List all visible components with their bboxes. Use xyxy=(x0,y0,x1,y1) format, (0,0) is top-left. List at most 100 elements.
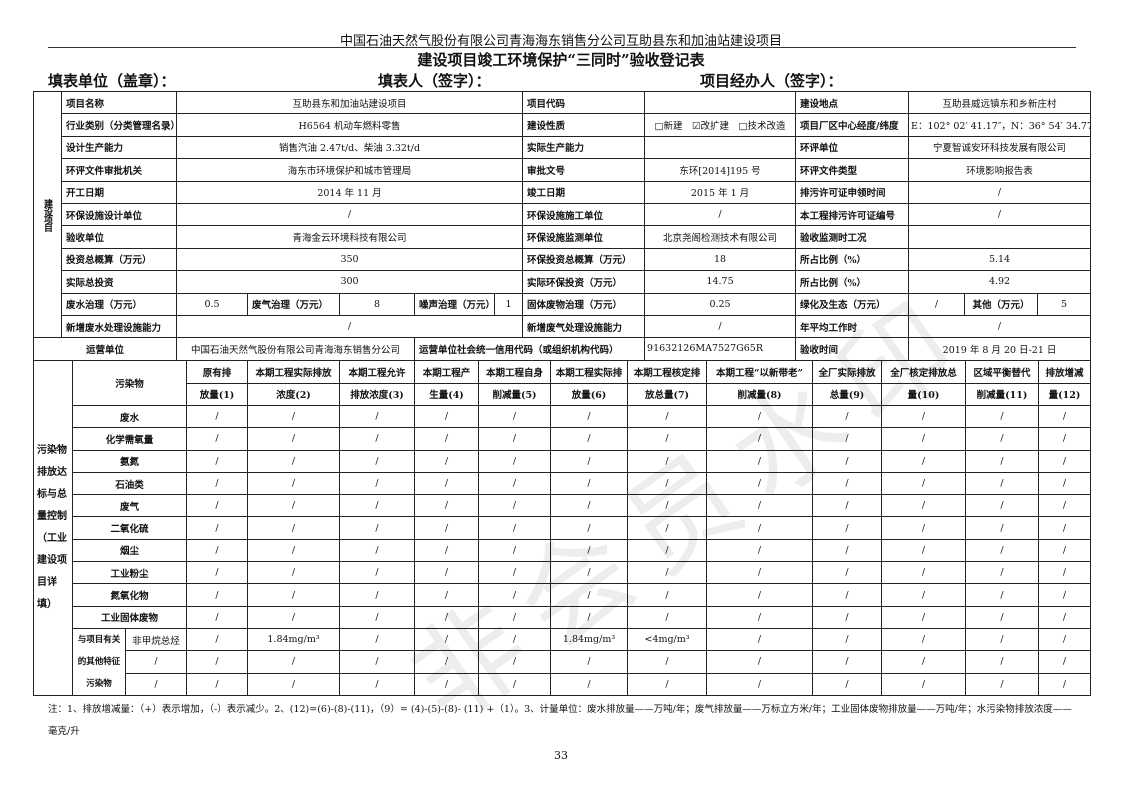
table-cell: / xyxy=(881,561,967,585)
table-cell: / xyxy=(812,605,883,629)
table-cell: / xyxy=(414,561,480,585)
field-value: / xyxy=(908,202,1092,227)
field-value: 300 xyxy=(175,270,524,294)
table-row: 环保设施设计单位 / 环保设施施工单位 / 本工程排污许可证编号 / xyxy=(34,202,1092,227)
column-header: 削减量(11) xyxy=(965,382,1040,406)
page-number: 33 xyxy=(554,749,568,762)
field-label: 环评文件审批机关 xyxy=(61,158,177,182)
table-cell: / xyxy=(339,650,416,674)
table-cell: / xyxy=(550,561,629,585)
field-value: 18 xyxy=(644,247,797,272)
table-cell: / xyxy=(706,449,814,473)
table-cell: / xyxy=(247,494,341,518)
column-header: 总量(9) xyxy=(812,382,883,406)
table-row: 二氧化硫 / / / / / / / / / / / / xyxy=(34,516,1092,540)
form-title: 建设项目竣工环境保护“三同时”验收登记表 xyxy=(417,51,705,69)
table-cell: / xyxy=(247,516,341,540)
table-cell: / xyxy=(965,672,1040,696)
field-value: □新建 ☑改扩建 □技术改造 xyxy=(644,113,797,137)
table-cell: / xyxy=(550,449,629,473)
field-label: 验收时间 xyxy=(795,337,910,361)
field-label: 建设性质 xyxy=(522,113,646,137)
column-header: 全厂核定排放总 xyxy=(881,360,967,384)
table-cell: / xyxy=(247,561,341,585)
table-cell: / xyxy=(550,404,629,429)
table-cell: / xyxy=(706,627,814,652)
table-cell: / xyxy=(812,538,883,563)
column-header: 本期工程“以新带老” xyxy=(706,360,814,384)
table-cell: / xyxy=(965,627,1040,652)
field-label: 绿化及生态（万元） xyxy=(795,292,910,316)
table-cell: / xyxy=(478,449,552,473)
field-value: E：102° 02′ 41.17″，N：36° 54′ 34.77″ xyxy=(908,113,1092,137)
column-header: 本期工程自身 xyxy=(478,360,552,384)
table-cell: / xyxy=(706,583,814,607)
field-label: 实际环保投资（万元） xyxy=(522,270,646,294)
field-value: 2014 年 11 月 xyxy=(175,180,524,204)
table-cell: / xyxy=(414,404,480,429)
manager-label: 项目经办人（签字）： xyxy=(700,72,843,90)
table-cell: / xyxy=(247,471,341,496)
table-cell: / xyxy=(881,516,967,540)
table-cell: / xyxy=(550,471,629,496)
field-value: 2015 年 1 月 xyxy=(644,180,797,204)
table-cell: / xyxy=(414,516,480,540)
table-cell: / xyxy=(1038,650,1092,674)
table-cell: / xyxy=(247,427,341,451)
emission-table: 污染物排放达标与总量控制（工业建设项目详填） 污染物 原有排 本期工程实际排放 本期工程… xyxy=(33,360,1092,696)
table-cell: / xyxy=(1038,427,1092,451)
field-value: 2019 年 8 月 20 日-21 日 xyxy=(908,337,1092,361)
table-cell: / xyxy=(550,650,629,674)
table-cell: / xyxy=(339,583,416,607)
field-value: 中国石油天然气股份有限公司青海海东销售分公司 xyxy=(176,337,415,361)
field-label: 排污许可证申领时间 xyxy=(795,180,910,204)
pollutant-name: 化学需氧量 xyxy=(71,427,188,451)
field-label: 建设地点 xyxy=(795,90,910,115)
field-value: 8 xyxy=(339,292,415,316)
table-cell: / xyxy=(881,627,967,652)
table-cell: / xyxy=(627,672,708,696)
field-value: 5.14 xyxy=(908,247,1092,272)
table-cell: / xyxy=(627,605,708,629)
table-cell: / xyxy=(247,672,341,696)
field-label: 验收监测时工况 xyxy=(795,225,910,249)
table-row: 氮氧化物 / / / / / / / / / / / / xyxy=(34,583,1092,607)
table-cell: / xyxy=(706,538,814,563)
table-cell: / xyxy=(414,471,480,496)
field-value: / xyxy=(908,292,966,316)
table-cell: / xyxy=(881,583,967,607)
table-row: / / / / / / / / / / / / / xyxy=(34,650,1092,674)
table-cell: / xyxy=(247,605,341,629)
field-label: 项目厂区中心经度/纬度 xyxy=(795,113,910,137)
table-cell: / xyxy=(1038,449,1092,473)
table-cell: / xyxy=(550,672,629,696)
table-cell: / xyxy=(1038,471,1092,496)
field-value xyxy=(908,225,1092,249)
column-header: 全厂实际排放 xyxy=(812,360,883,384)
table-cell: / xyxy=(627,404,708,429)
table-cell: / xyxy=(186,404,249,429)
table-cell: / xyxy=(1038,538,1092,563)
table-cell: / xyxy=(1038,605,1092,629)
field-value: 北京尧阁检测技术有限公司 xyxy=(644,225,797,249)
column-header: 生量(4) xyxy=(414,382,480,406)
table-cell: / xyxy=(706,471,814,496)
table-cell: / xyxy=(1038,494,1092,518)
field-label: 行业类别（分类管理名录） xyxy=(61,113,177,137)
table-cell: / xyxy=(965,583,1040,607)
field-label: 开工日期 xyxy=(61,180,177,204)
field-value: H6564 机动车燃料零售 xyxy=(175,113,524,137)
pollutant-name: 非甲烷总烃 xyxy=(124,627,188,652)
pollutant-name: 废气 xyxy=(71,494,188,518)
table-cell: / xyxy=(965,605,1040,629)
table-row: 建设项目 项目名称 互助县东和加油站建设项目 项目代码 建设地点 互助县威远镇东和乡新庄村 xyxy=(33,90,1092,339)
table-cell: 1.84mg/m³ xyxy=(550,627,629,652)
table-cell: / xyxy=(881,605,967,629)
table-cell: / xyxy=(812,471,883,496)
table-cell: / xyxy=(706,605,814,629)
table-cell: / xyxy=(247,538,341,563)
field-value xyxy=(644,135,797,160)
field-label: 运营单位 xyxy=(33,337,177,361)
table-cell: / xyxy=(1038,672,1092,696)
